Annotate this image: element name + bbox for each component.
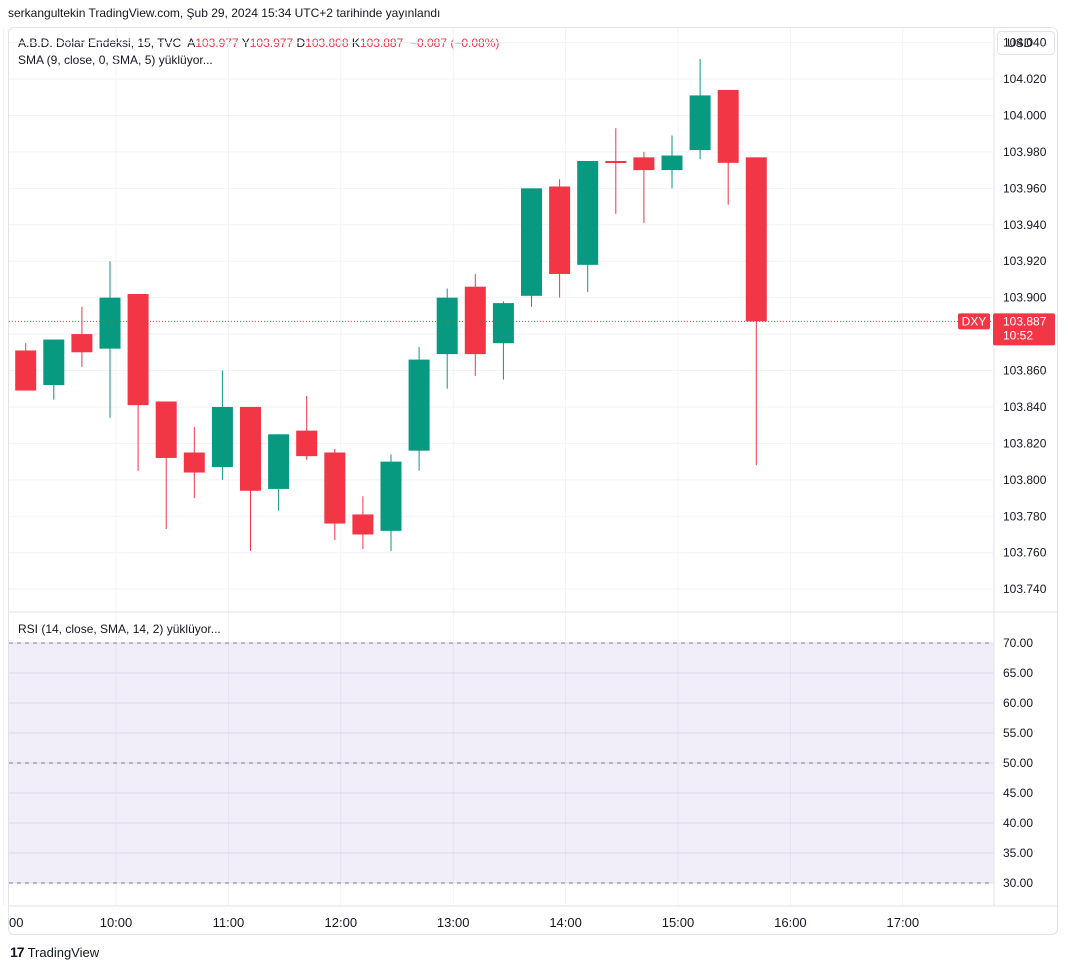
currency-button[interactable]: USD xyxy=(997,31,1055,55)
high-value: 103.977 xyxy=(249,36,294,50)
close-label: K xyxy=(351,36,360,50)
close-value: 103.887 xyxy=(359,36,404,50)
symbol-legend: A.B.D. Dolar Endeksi, 15, TVC A103.977 Y… xyxy=(18,36,499,50)
tradingview-footer[interactable]: 17 TradingView xyxy=(10,944,99,960)
sma-legend[interactable]: SMA (9, close, 0, SMA, 5) yüklüyor... xyxy=(18,53,213,67)
low-label: D xyxy=(296,36,306,50)
rsi-legend[interactable]: RSI (14, close, SMA, 14, 2) yüklüyor... xyxy=(18,622,221,636)
change-value: −0.087 (−0.08%) xyxy=(409,36,500,50)
high-label: Y xyxy=(241,36,250,50)
tradingview-logo-icon: 17 xyxy=(10,944,25,960)
tradingview-brand: TradingView xyxy=(27,944,100,960)
open-value: 103.977 xyxy=(195,36,239,50)
published-header: serkangultekin TradingView.com, Şub 29, … xyxy=(8,6,441,20)
symbol-name[interactable]: A.B.D. Dolar Endeksi, 15, TVC xyxy=(18,36,182,50)
chart-frame xyxy=(8,27,1058,935)
low-value: 103.808 xyxy=(305,36,349,50)
